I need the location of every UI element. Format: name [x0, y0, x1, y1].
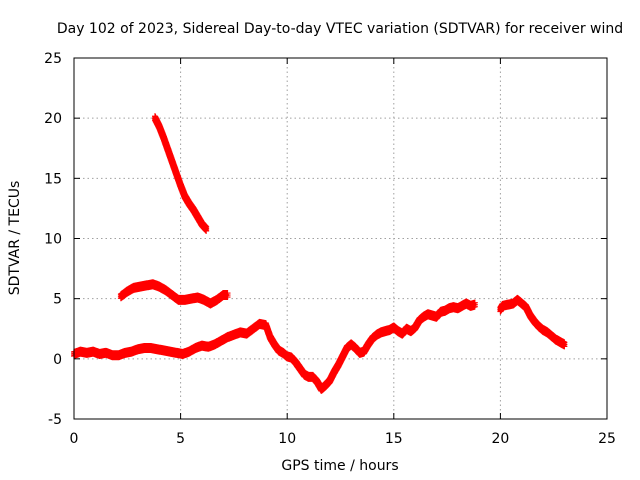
x-tick-label: 0	[70, 431, 79, 447]
x-tick-label: 5	[176, 431, 185, 447]
marker-trace	[497, 294, 568, 350]
series-steep-decline	[152, 113, 210, 234]
y-axis-label: SDTVAR / TECUs	[7, 181, 23, 296]
x-tick-label: 15	[385, 431, 403, 447]
series-upper-band	[117, 279, 231, 309]
x-axis-label: GPS time / hours	[281, 458, 398, 474]
y-tick-label: 25	[44, 51, 62, 67]
chart-title: Day 102 of 2023, Sidereal Day-to-day VTE…	[57, 21, 623, 37]
x-tick-label: 25	[598, 431, 616, 447]
data-points	[71, 113, 568, 394]
x-tick-label: 20	[491, 431, 509, 447]
y-tick-label: 5	[53, 292, 62, 308]
y-tick-label: -5	[48, 412, 62, 428]
series-late-track	[497, 294, 568, 350]
y-tick-label: 10	[44, 232, 62, 248]
marker-trace	[152, 113, 210, 234]
x-tick-label: 10	[278, 431, 296, 447]
marker-trace	[117, 279, 231, 309]
axis-ticks: 0 5 10 15 20 25 -5 0 5 10 15 20 25	[44, 51, 616, 447]
y-tick-label: 0	[53, 352, 62, 368]
y-tick-label: 15	[44, 171, 62, 187]
marker-trace	[71, 298, 478, 394]
y-tick-label: 20	[44, 111, 62, 127]
series-main-track	[71, 298, 478, 394]
